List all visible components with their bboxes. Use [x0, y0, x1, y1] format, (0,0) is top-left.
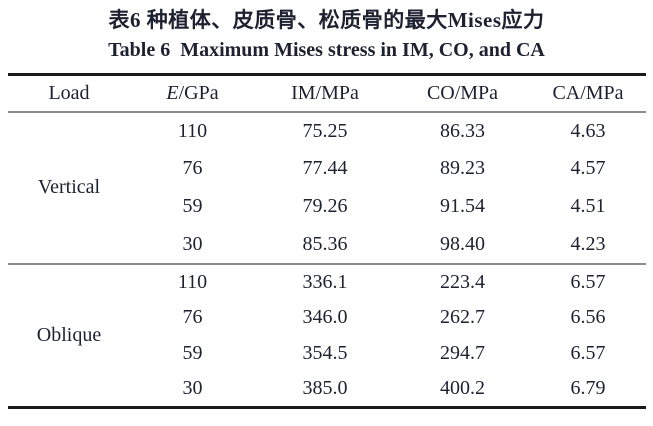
row-group-label-oblique: Oblique: [36, 323, 102, 346]
e-symbol: E: [166, 81, 179, 104]
table-cell: 4.23: [570, 232, 606, 255]
table-cell: 354.5: [302, 342, 348, 364]
table-cell: 6.57: [570, 270, 606, 293]
col-header-e-gpa: E/GPa: [130, 75, 255, 112]
table-row: Oblique 110 336.1 223.4 6.57: [8, 264, 646, 346]
table-cell: 91.54: [440, 195, 485, 217]
table-cell: 110: [177, 270, 208, 293]
oblique-load-group: Oblique 110 336.1 223.4 6.57 76 346.0 26…: [8, 264, 646, 408]
table-cell: 385.0: [302, 377, 348, 400]
table-cell: 75.25: [302, 119, 348, 142]
table-title-chinese: 表6 种植体、皮质骨、松质骨的最大Mises应力: [108, 8, 545, 32]
table-cell: 85.36: [302, 232, 348, 255]
table-cell: 400.2: [440, 377, 485, 400]
table-cell: 4.51: [570, 195, 606, 217]
table-row: 30 385.0 400.2 6.79: [8, 372, 646, 408]
col-header-load: Load: [48, 81, 90, 104]
table-cell: 294.7: [440, 342, 485, 364]
table-cell: 346.0: [302, 306, 348, 328]
table-cell: 6.56: [570, 306, 606, 328]
table-cell: 4.63: [570, 119, 606, 142]
table-cell: 336.1: [302, 270, 348, 293]
table-cell: 59: [182, 195, 203, 217]
table-cell: 79.26: [302, 195, 348, 217]
table-cell: 4.57: [570, 157, 606, 179]
table-cell: 86.33: [440, 119, 485, 142]
table-cell: 89.23: [440, 157, 485, 179]
table-cell: 110: [177, 119, 208, 142]
table-cell: 77.44: [302, 157, 348, 179]
table-row: 59 79.26 91.54 4.51: [8, 188, 646, 226]
table-cell: 76: [182, 157, 203, 179]
table-cell: 223.4: [440, 270, 485, 293]
table-cell: 98.40: [440, 232, 485, 255]
table-cell: 6.57: [570, 342, 606, 364]
col-header-ca-mpa: CA/MPa: [552, 81, 624, 104]
table-cell: 30: [182, 377, 203, 400]
table-row: Vertical 110 75.25 86.33 4.63: [8, 112, 646, 199]
row-group-label-vertical: Vertical: [37, 176, 101, 198]
mises-stress-table: Load E/GPa IM/MPa CO/MPa CA/MPa Vertical…: [8, 73, 646, 409]
table-row: 30 85.36 98.40 4.23: [8, 226, 646, 264]
table-cell: 30: [182, 232, 203, 255]
table-row: 76 346.0 262.7 6.56: [8, 300, 646, 336]
table-title-english: Table 6 Maximum Mises stress in IM, CO, …: [108, 39, 545, 61]
vertical-load-group: Vertical 110 75.25 86.33 4.63 76 77.44 8…: [8, 112, 646, 264]
table-cell: 262.7: [440, 306, 485, 328]
table-cell: 6.79: [570, 377, 606, 400]
e-unit: /GPa: [178, 81, 219, 104]
col-header-im-mpa: IM/MPa: [291, 81, 359, 104]
table-row: 76 77.44 89.23 4.57: [8, 150, 646, 188]
table-header-row: Load E/GPa IM/MPa CO/MPa CA/MPa: [8, 75, 646, 112]
col-header-co-mpa: CO/MPa: [426, 81, 499, 104]
table-cell: 59: [182, 342, 203, 364]
table-row: 59 354.5 294.7 6.57: [8, 336, 646, 372]
table-cell: 76: [182, 306, 203, 328]
